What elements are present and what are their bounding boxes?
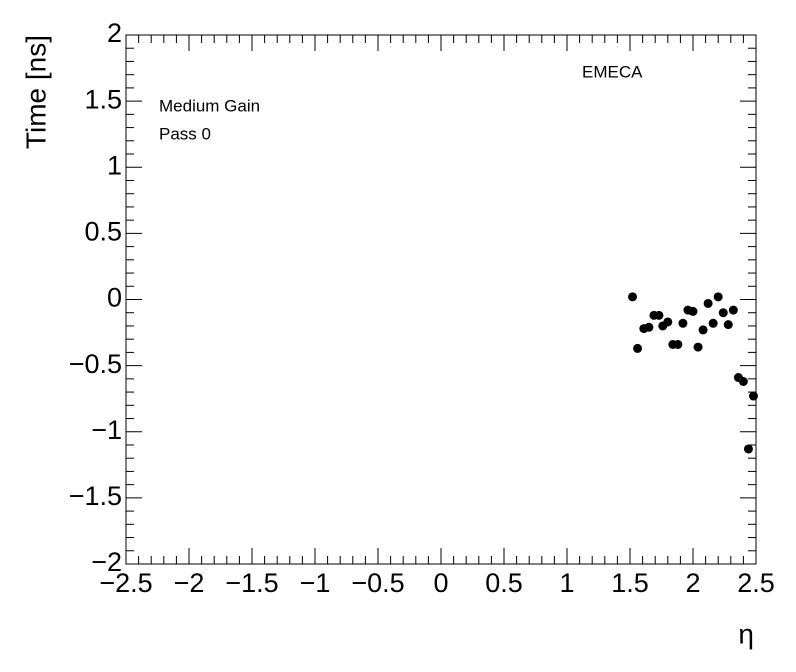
y-tick-label: 0 [107,283,122,313]
y-tick-label: 0.5 [84,217,122,247]
x-tick-label: −0.5 [351,568,404,598]
x-tick-label: −1.5 [225,568,278,598]
data-point [728,305,738,315]
y-tick-label: −1 [91,415,122,445]
data-point [713,292,723,302]
x-tick-label: 2 [685,568,700,598]
y-tick-label: 1.5 [84,84,122,114]
data-point [628,292,638,302]
data-point [708,318,718,328]
x-tick-label: −2 [174,568,205,598]
x-tick-label: −2.5 [99,568,152,598]
data-point [663,317,673,327]
data-point [693,342,703,352]
data-point [644,322,654,332]
data-point [718,308,728,318]
x-tick-label: 0.5 [485,568,523,598]
x-tick-label: 0 [433,568,448,598]
data-point [703,298,713,308]
x-tick-label: 2.5 [737,568,775,598]
x-tick-label: 1 [559,568,574,598]
x-axis-title: η [738,618,754,649]
data-point [738,376,748,386]
y-tick-label: 2 [107,18,122,48]
x-tick-label: 1.5 [611,568,649,598]
annotation: EMECA [582,62,643,81]
data-point [743,444,753,454]
data-point [698,325,708,335]
y-tick-label: −1.5 [69,481,122,511]
data-point [673,339,683,349]
y-tick-label: −2 [91,547,122,577]
data-point [654,310,664,320]
y-axis-title: Time [ns] [20,35,51,149]
annotation: Medium Gain [159,96,260,115]
y-tick-label: 1 [107,150,122,180]
data-point [678,318,688,328]
x-tick-label: −1 [300,568,331,598]
data-point [723,320,733,330]
y-tick-label: −0.5 [69,349,122,379]
data-point [633,343,643,353]
data-point [688,306,698,316]
data-point [748,391,758,401]
annotation: Pass 0 [159,124,211,143]
